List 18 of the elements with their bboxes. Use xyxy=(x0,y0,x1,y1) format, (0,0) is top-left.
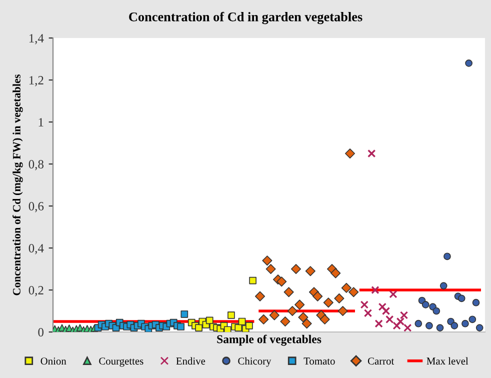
y-tick-label: 0 xyxy=(38,328,44,336)
y-tick-label: 1,2 xyxy=(29,76,44,86)
x-axis-title: Sample of vegetables xyxy=(217,334,322,346)
y-tick-label: 1 xyxy=(38,118,44,126)
y-axis-title: Concentration of Cd (mg/kg FW) in vegetables xyxy=(12,74,23,296)
y-tick-label: 0,6 xyxy=(28,202,44,212)
y-tick-label: 0,4 xyxy=(28,244,44,254)
legend-label: Courgettes xyxy=(99,358,144,367)
legend-label: Onion xyxy=(40,358,66,365)
y-tick-label: 0,8 xyxy=(28,160,44,170)
y-tick-label: 0,2 xyxy=(28,286,44,296)
legend-label: Chicory xyxy=(238,357,272,367)
legend-label: Tomato xyxy=(304,358,335,365)
legend-label: Max level xyxy=(426,357,468,365)
legend-label: Carrot xyxy=(368,358,394,365)
y-tick-label: 1,4 xyxy=(29,34,44,44)
chart-title: Concentration of Cd in garden vegetables xyxy=(129,12,362,24)
legend-label: Endive xyxy=(176,357,206,365)
